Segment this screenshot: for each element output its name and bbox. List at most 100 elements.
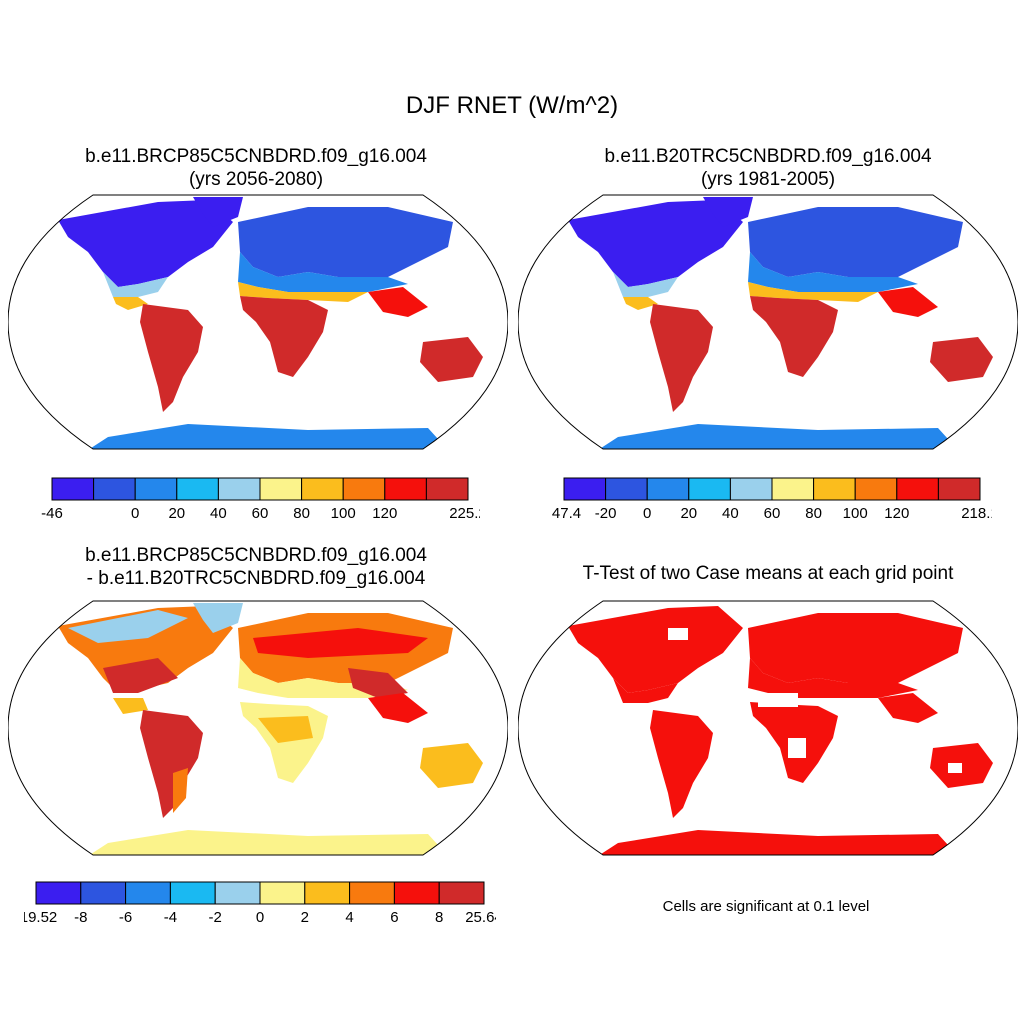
panel2-colorbar-swatch (937, 477, 981, 501)
eurasia (748, 207, 963, 277)
panel2-colorbar-swatch (771, 477, 815, 501)
panel4-title-line1: T-Test of two Case means at each grid po… (582, 563, 954, 584)
panel3-colorbar: -19.52 -8 -6 -4 -2 0 2 4 6 8 25.64 (24, 881, 496, 926)
panel3-colorbar-swatch (304, 881, 351, 905)
main-title: DJF RNET (W/m^2) (405, 92, 619, 119)
north-america (58, 200, 233, 287)
antarctica (88, 830, 448, 855)
greenland (193, 197, 243, 227)
panel1-map (8, 194, 508, 450)
panel2-colorbar-swatch (854, 477, 898, 501)
eurasia (238, 207, 453, 277)
panel4-nonsignificant-gaps (668, 628, 962, 773)
panel4-title: T-Test of two Case means at each grid po… (518, 562, 1018, 585)
australia (420, 337, 483, 382)
panel1-colorbar-swatch (301, 477, 344, 501)
panel1-colorbar-tick-label: 60 (252, 505, 269, 522)
panel3-colorbar-tick-label: 8 (435, 909, 443, 926)
panel3-map-border (8, 600, 508, 856)
panel3-colorbar-swatch (80, 881, 127, 905)
greenland (193, 603, 243, 633)
significance-note: Cells are significant at 0.1 level (662, 898, 870, 915)
panel1-colorbar-tick-label: -46 (41, 505, 63, 522)
panel3-title-line1: b.e11.BRCP85C5CNBDRD.f09_g16.004 (85, 545, 427, 566)
panel3-colorbar-tick-label: 6 (390, 909, 398, 926)
panel4-map-border (518, 600, 1018, 856)
panel2-colorbar-tick-label: 0 (643, 505, 651, 522)
south-america (650, 710, 713, 818)
panel2-colorbar-swatch (813, 477, 856, 501)
panel1-colorbar-tick-label: 20 (168, 505, 185, 522)
panel2-title: b.e11.B20TRC5CNBDRD.f09_g16.004 (yrs 198… (518, 145, 1018, 191)
panel1-colorbar-swatch (217, 477, 261, 501)
panel1-colorbar-tick-label: 120 (372, 505, 397, 522)
south-america (140, 710, 203, 818)
africa (240, 702, 328, 783)
panel1-map-border (8, 194, 508, 450)
southeast-asia (878, 693, 938, 723)
north-america (568, 200, 743, 287)
panel1-colorbar-swatch (342, 477, 386, 501)
panel4-map (518, 600, 1018, 856)
antarctica (88, 424, 448, 449)
panel2-colorbar-tick-label: 120 (884, 505, 909, 522)
australia (930, 337, 993, 382)
australia (420, 743, 483, 788)
panel1-colorbar-swatch (176, 477, 219, 501)
panel3-colorbar-tick-label: 2 (301, 909, 309, 926)
panel2-colorbar-tick-label: 20 (680, 505, 697, 522)
panel3-continents (58, 603, 483, 855)
africa (750, 296, 838, 377)
greenland (703, 197, 753, 227)
panel1-colorbar: -46 0 20 40 60 80 100 120 225.2 (41, 477, 480, 522)
panel3-colorbar-swatch (259, 881, 306, 905)
panel3-title-line2: - b.e11.B20TRC5CNBDRD.f09_g16.004 (86, 568, 426, 589)
panel3-colorbar-swatch (125, 881, 171, 905)
panel3-colorbar-tick-label: -4 (164, 909, 177, 926)
panel2-colorbar-tick-label: 60 (764, 505, 781, 522)
panel1-title: b.e11.BRCP85C5CNBDRD.f09_g16.004 (yrs 20… (6, 145, 506, 191)
panel2-title-line1: b.e11.B20TRC5CNBDRD.f09_g16.004 (604, 146, 932, 167)
panel2-continents (568, 197, 993, 449)
panel2-colorbar-swatch (688, 477, 731, 501)
panel3-map (8, 600, 508, 856)
panel1-continents (58, 197, 483, 449)
panel4-significant-cells (568, 606, 993, 855)
panel1-colorbar-swatch (259, 477, 303, 501)
panel1-colorbar-tick-label: 40 (210, 505, 227, 522)
panel3-colorbar-tick-label: -8 (74, 909, 87, 926)
panel3-colorbar-swatch (35, 881, 82, 905)
panel2-colorbar-swatch (646, 477, 690, 501)
panel2-colorbar-swatch (729, 477, 773, 501)
panel2-colorbar-swatch (563, 477, 607, 501)
panel2-colorbar: -47.4 -20 0 20 40 60 80 100 120 218.1 (552, 477, 992, 522)
panel2-colorbar-tick-label: 218.1 (961, 505, 992, 522)
panel1-colorbar-swatch (425, 477, 469, 501)
panel3-colorbar-swatch (438, 881, 485, 905)
panel3-colorbar-swatch (349, 881, 395, 905)
panel3-colorbar-swatch (214, 881, 261, 905)
panel1-colorbar-swatch (384, 477, 427, 501)
southeast-asia (368, 287, 428, 317)
panel2-map (518, 194, 1018, 450)
panel3-colorbar-tick-label: 4 (345, 909, 353, 926)
panel1-colorbar-tick-label: 100 (331, 505, 356, 522)
panel3-colorbar-tick-label: -6 (119, 909, 132, 926)
panel3-colorbar-tick-label: 0 (256, 909, 264, 926)
panel2-map-border (518, 194, 1018, 450)
panel2-colorbar-tick-label: -47.4 (552, 505, 581, 522)
panel1-colorbar-swatch (51, 477, 95, 501)
north-america (568, 606, 743, 693)
panel2-colorbar-swatch (605, 477, 648, 501)
panel1-title-line2: (yrs 2056-2080) (188, 169, 324, 190)
south-america (650, 304, 713, 412)
panel1-colorbar-tick-label: 80 (293, 505, 310, 522)
antarctica (598, 424, 958, 449)
africa (240, 296, 328, 377)
southeast-asia (368, 693, 428, 723)
panel1-colorbar-tick-label: 0 (131, 505, 139, 522)
panel3-title: b.e11.BRCP85C5CNBDRD.f09_g16.004 - b.e11… (6, 544, 506, 590)
north-america-south (103, 272, 168, 297)
south-america (140, 304, 203, 412)
panel1-colorbar-swatch (93, 477, 136, 501)
